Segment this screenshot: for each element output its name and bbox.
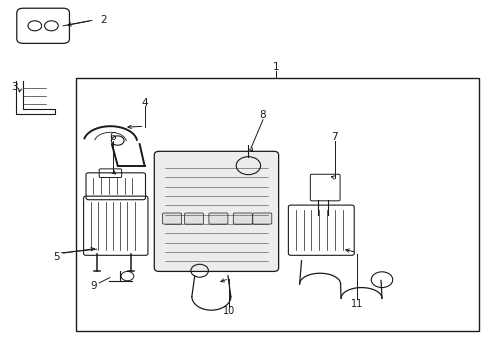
- FancyBboxPatch shape: [252, 213, 271, 224]
- Text: 11: 11: [350, 299, 362, 309]
- Text: 5: 5: [53, 252, 60, 262]
- FancyBboxPatch shape: [208, 213, 227, 224]
- Text: 2: 2: [100, 15, 106, 26]
- Text: 3: 3: [11, 82, 18, 93]
- Text: 8: 8: [259, 111, 266, 121]
- FancyBboxPatch shape: [154, 151, 278, 271]
- Text: 9: 9: [90, 281, 97, 291]
- FancyBboxPatch shape: [233, 213, 252, 224]
- Text: 6: 6: [109, 132, 116, 142]
- Text: 10: 10: [223, 306, 235, 316]
- FancyBboxPatch shape: [184, 213, 203, 224]
- Text: 1: 1: [272, 62, 279, 72]
- Text: 7: 7: [331, 132, 337, 142]
- FancyBboxPatch shape: [162, 213, 181, 224]
- Text: 4: 4: [141, 98, 147, 108]
